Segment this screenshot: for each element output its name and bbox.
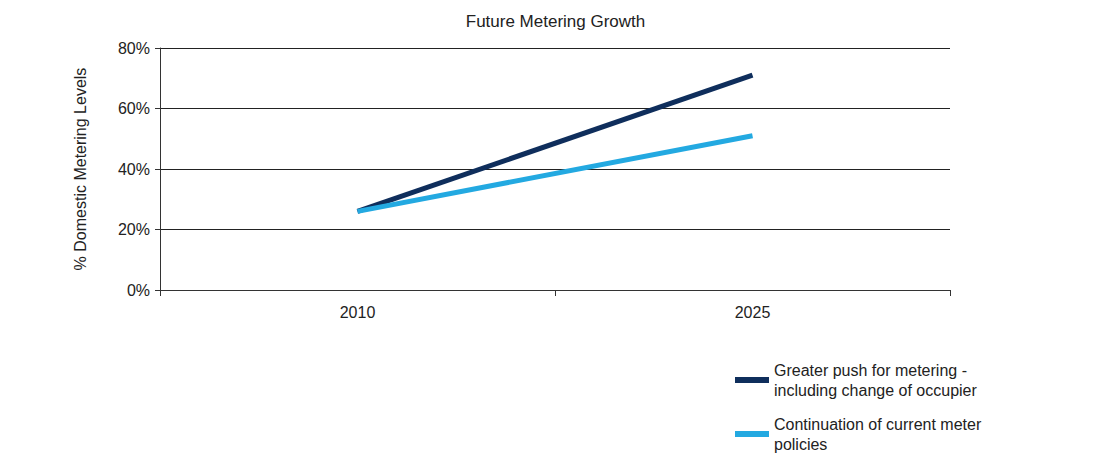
svg-text:20%: 20%: [118, 221, 150, 238]
svg-text:Greater push for metering -: Greater push for metering -: [774, 362, 971, 379]
svg-text:2025: 2025: [735, 304, 771, 321]
svg-text:2010: 2010: [340, 304, 376, 321]
svg-text:60%: 60%: [118, 100, 150, 117]
svg-text:Future Metering Growth: Future Metering Growth: [466, 12, 646, 31]
svg-text:0%: 0%: [127, 282, 150, 299]
svg-text:including change of occupier: including change of occupier: [774, 382, 977, 399]
svg-text:40%: 40%: [118, 161, 150, 178]
svg-text:policies: policies: [774, 436, 827, 453]
svg-text:% Domestic Metering Levels: % Domestic Metering Levels: [72, 68, 89, 271]
svg-text:Continuation of current meter: Continuation of current meter: [774, 416, 986, 433]
svg-text:80%: 80%: [118, 40, 150, 57]
